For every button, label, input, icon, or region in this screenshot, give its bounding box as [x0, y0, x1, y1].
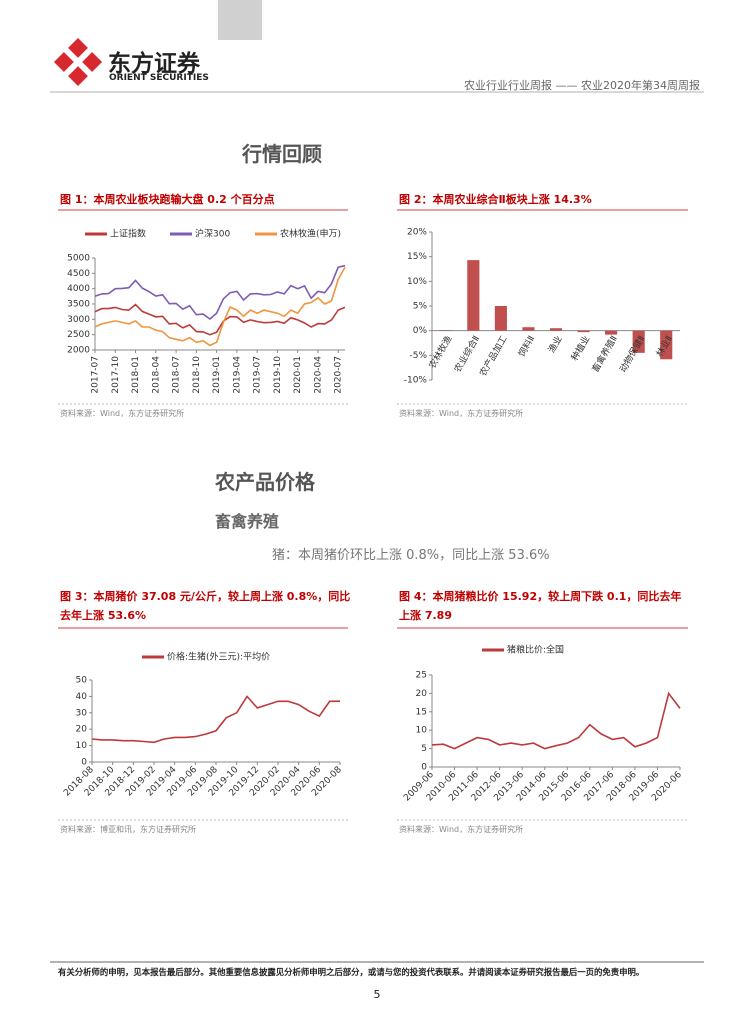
x-tick-label: 2019-01 [212, 356, 222, 394]
y-tick-label: 40 [76, 692, 88, 702]
legend-label: 农林牧渔(申万) [280, 228, 341, 240]
y-tick-label: 3500 [67, 300, 90, 310]
bar [605, 330, 618, 335]
x-tick-label: 2018-04 [151, 356, 161, 394]
legend-label: 猪粮比价:全国 [507, 644, 564, 656]
y-tick-label: 5 [421, 744, 427, 754]
y-tick-label: 10 [416, 726, 428, 736]
x-tick-label: 2018-07 [172, 356, 182, 394]
x-tick-label: 2020-01 [293, 356, 303, 394]
bar [577, 330, 590, 333]
x-tick-label: 渔业 [546, 334, 565, 355]
figure-caption: 图 1：本周农业板块跑输大盘 0.2 个百分点 [60, 193, 275, 206]
figure-source: 资料来源：Wind，东方证券研究所 [399, 825, 524, 834]
line-series [431, 691, 681, 750]
header-bar [218, 0, 262, 40]
y-tick-label: 2000 [67, 346, 90, 356]
y-tick-label: 5000 [67, 254, 90, 264]
logo-english: ORIENT SECURITIES [109, 73, 209, 83]
bar [467, 260, 480, 331]
y-tick-label: 5% [413, 302, 428, 312]
x-tick-label: 饲料Ⅱ [516, 333, 538, 358]
y-tick-label: 0 [81, 758, 87, 768]
figure-source: 资料来源：Wind，东方证券研究所 [60, 409, 185, 418]
y-tick-label: 20 [76, 725, 88, 735]
legend-label: 价格:生猪(外三元):平均价 [167, 651, 270, 663]
y-tick-label: 30 [76, 708, 88, 718]
y-tick-label: 4000 [67, 284, 90, 294]
line-series [94, 266, 346, 347]
figure-caption: 图 2：本周农业综合Ⅱ板块上涨 14.3% [399, 193, 592, 206]
y-tick-label: 0 [421, 763, 427, 773]
line-series [94, 264, 346, 321]
bar [660, 330, 673, 360]
bar [522, 327, 535, 331]
figure-caption: 图 3：本周猪价 37.08 元/公斤，较上周上涨 0.8%，同比去年上涨 53… [60, 590, 351, 622]
x-tick-label: 2020-04 [313, 356, 323, 394]
line-series [91, 695, 341, 744]
x-tick-label: 2019-10 [273, 356, 283, 394]
figure-source: 资料来源：博亚和讯，东方证券研究所 [60, 825, 196, 834]
y-tick-label: 25 [416, 671, 427, 681]
y-tick-label: -5% [409, 351, 427, 361]
header-title: 农业行业行业周报 —— 农业2020年第34周周报 [464, 79, 700, 92]
figure-source: 资料来源：Wind，东方证券研究所 [399, 409, 524, 418]
x-tick-label: 农林牧渔 [426, 333, 454, 370]
y-tick-label: 15% [407, 252, 427, 262]
x-tick-label: 2017-07 [91, 356, 101, 394]
legend-label: 上证指数 [110, 228, 146, 240]
y-tick-label: 20 [416, 689, 428, 699]
y-tick-label: 15 [416, 707, 427, 717]
y-tick-label: 4500 [67, 269, 90, 279]
y-tick-label: 0% [413, 326, 428, 336]
y-tick-label: 2500 [67, 330, 90, 340]
x-tick-label: 2018-10 [192, 356, 202, 394]
legend-label: 沪深300 [195, 228, 230, 240]
y-tick-label: 3000 [67, 315, 90, 325]
footer-disclaimer: 有关分析师的申明，见本报告最后部分。其他重要信息披露见分析师申明之后部分，或请与… [58, 967, 645, 977]
x-tick-label: 农业综合Ⅱ [451, 333, 482, 374]
logo-icon [53, 37, 103, 87]
y-tick-label: -10% [404, 376, 428, 386]
x-tick-label: 动物保健Ⅱ [617, 333, 648, 374]
y-tick-label: 10 [76, 741, 88, 751]
bar [632, 330, 645, 353]
section-title: 行情回顾 [242, 142, 322, 166]
section-title: 农产品价格 [215, 470, 315, 494]
x-tick-label: 2019-04 [232, 356, 242, 394]
x-tick-label: 种植业 [568, 333, 592, 362]
subsection-title: 畜禽养殖 [215, 512, 280, 531]
x-tick-label: 2020-07 [334, 356, 344, 394]
logo-name: 东方证券 [108, 51, 200, 77]
summary: 猪：本周猪价环比上涨 0.8%，同比上涨 53.6% [272, 548, 550, 563]
y-tick-label: 20% [407, 228, 427, 238]
page-number: 5 [373, 988, 381, 1001]
figure-caption: 图 4：本周猪粮比价 15.92，较上周下跌 0.1，同比去年上涨 7.89 [399, 590, 682, 622]
bar [549, 328, 563, 331]
x-tick-label: 畜禽养殖Ⅱ [589, 333, 620, 374]
x-tick-label: 2018-01 [131, 356, 141, 394]
x-tick-label: 2017-10 [111, 356, 121, 394]
line-series [94, 303, 346, 336]
y-tick-label: 10% [407, 277, 427, 287]
x-tick-label: 农产品加工 [477, 333, 510, 378]
bar [494, 306, 507, 331]
x-tick-label: 2019-07 [253, 356, 263, 394]
y-tick-label: 50 [76, 676, 88, 686]
